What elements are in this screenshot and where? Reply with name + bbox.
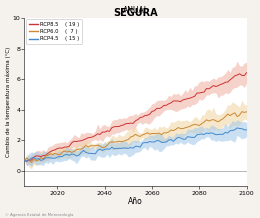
Text: © Agencia Estatal de Meteorología: © Agencia Estatal de Meteorología: [5, 213, 74, 217]
Title: SEGURA: SEGURA: [113, 8, 158, 18]
X-axis label: Año: Año: [128, 197, 143, 206]
Text: ANUAL: ANUAL: [122, 5, 148, 15]
Y-axis label: Cambio de la temperatura máxima (°C): Cambio de la temperatura máxima (°C): [5, 47, 11, 157]
Legend: RCP8.5    ( 19 ), RCP6.0    (  7 ), RCP4.5    ( 15 ): RCP8.5 ( 19 ), RCP6.0 ( 7 ), RCP4.5 ( 15…: [26, 19, 82, 44]
